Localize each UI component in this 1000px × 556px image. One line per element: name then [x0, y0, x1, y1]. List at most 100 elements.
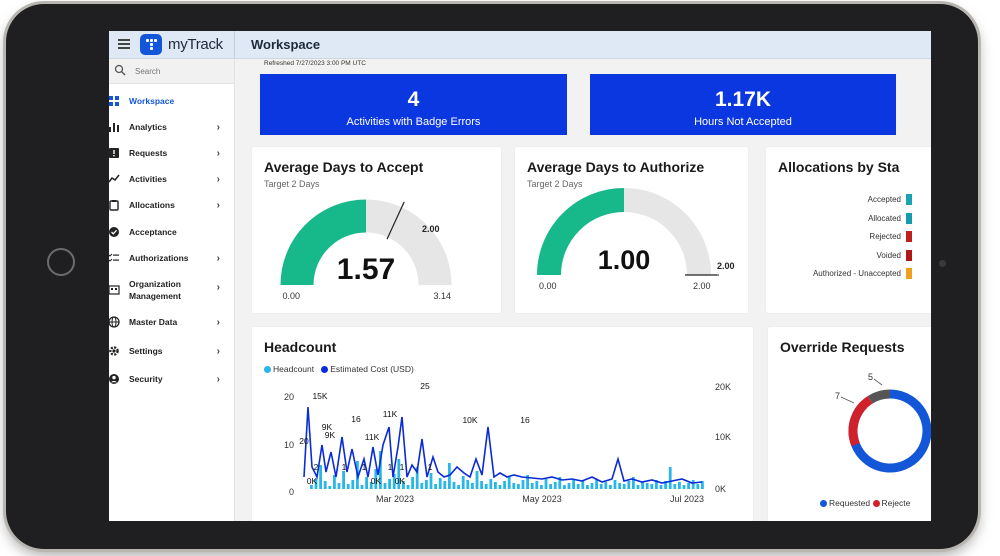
sidebar-item-activities[interactable]: Activities › — [109, 167, 234, 191]
headcount-bar — [489, 479, 493, 489]
headcount-bar — [310, 485, 313, 489]
sidebar-item-label: Master Data — [129, 317, 178, 327]
headcount-bar — [397, 459, 401, 489]
headcount-bar — [480, 481, 483, 489]
headcount-bar — [613, 480, 617, 489]
headcount-bar — [494, 482, 497, 489]
kpi-badge-errors[interactable]: 4 Activities with Badge Errors — [260, 74, 567, 135]
divider — [234, 31, 235, 58]
headcount-bar — [586, 485, 589, 489]
sidebar-item-settings[interactable]: Settings › — [109, 339, 234, 363]
data-label: 11K — [365, 432, 380, 442]
search-input[interactable] — [133, 62, 233, 80]
x-tick: Mar 2023 — [376, 494, 414, 504]
headcount-bar — [452, 482, 456, 489]
headcount-bar — [466, 480, 470, 489]
headcount-bar — [632, 477, 635, 489]
sidebar-item-label: Authorizations — [129, 253, 189, 263]
sidebar-item-workspace[interactable]: Workspace — [109, 89, 234, 113]
headcount-bar — [682, 485, 686, 489]
kpi-label: Hours Not Accepted — [694, 116, 792, 128]
sidebar-item-organization-management[interactable]: Organization Management › — [109, 277, 234, 301]
sidebar-item-authorizations[interactable]: Authorizations › — [109, 246, 234, 270]
allocation-bar[interactable] — [906, 194, 912, 205]
headcount-bar — [691, 480, 695, 489]
gauge-value: 1.00 — [598, 245, 651, 275]
headcount-bar — [388, 479, 391, 489]
gauge-target-label: 2.00 — [717, 261, 735, 271]
headcount-bar — [365, 477, 368, 489]
gauge-card-authorize[interactable]: Average Days to Authorize Target 2 Days … — [515, 147, 748, 313]
allocation-bar[interactable] — [906, 249, 912, 261]
data-label: 9K — [325, 430, 336, 440]
card-subtitle: Target 2 Days — [527, 179, 583, 189]
headcount-bar — [549, 484, 552, 489]
sidebar-item-master-data[interactable]: Master Data › — [109, 310, 234, 334]
hamburger-menu-icon[interactable] — [118, 39, 130, 49]
headcount-bar — [627, 481, 631, 489]
headcount-bar — [521, 480, 525, 489]
sidebar-item-analytics[interactable]: Analytics › — [109, 115, 234, 139]
gauge-card-accept[interactable]: Average Days to Accept Target 2 Days 2.0… — [252, 147, 501, 313]
headcount-card[interactable]: Headcount Headcount Estimated Cost (USD)… — [252, 327, 753, 521]
headcount-bar — [328, 486, 332, 489]
headcount-bar — [346, 484, 350, 489]
sidebar-item-label: Analytics — [129, 122, 167, 132]
cost-line — [303, 406, 703, 484]
search-box — [109, 59, 234, 84]
sidebar-item-security[interactable]: Security › — [109, 367, 234, 391]
donut-leader-line — [873, 378, 883, 386]
data-label: 1 — [362, 462, 367, 472]
legend-item-requested[interactable]: Requested — [820, 498, 870, 508]
kpi-value: 4 — [407, 88, 420, 111]
grid-icon — [109, 96, 119, 106]
data-label: 11K — [383, 409, 398, 419]
headcount-bar — [530, 483, 534, 489]
headcount-bar — [333, 475, 336, 489]
headcount-bar — [678, 482, 681, 489]
x-tick: May 2023 — [522, 494, 562, 504]
globe-icon — [109, 316, 120, 328]
headcount-bar — [475, 471, 479, 489]
headcount-bar — [687, 483, 690, 489]
legend-item-rejected[interactable]: Rejecte — [872, 498, 910, 508]
card-title: Override Requests — [780, 339, 905, 355]
sidebar-item-label: Organization Management — [129, 279, 181, 301]
allocation-label: Authorized - Unaccepted — [812, 269, 901, 278]
allocation-bar[interactable] — [906, 231, 912, 242]
headcount-bar — [540, 485, 543, 489]
check-circle-icon — [109, 227, 119, 237]
home-button[interactable] — [47, 248, 75, 276]
sidebar-item-acceptance[interactable]: Acceptance — [109, 220, 234, 244]
headcount-bar — [544, 479, 548, 489]
headcount-bar — [701, 481, 704, 489]
headcount-bar — [553, 482, 557, 489]
headcount-bar — [420, 483, 424, 489]
allocation-bar[interactable] — [906, 212, 912, 224]
sidebar-item-allocations[interactable]: Allocations › — [109, 193, 234, 217]
gauge-max-label: 2.00 — [693, 281, 711, 291]
allocations-card[interactable]: Allocations by Sta Accepted Allocated Reje… — [766, 147, 931, 313]
legend-item-cost[interactable]: Estimated Cost (USD) — [321, 364, 414, 374]
allocation-bar[interactable] — [906, 268, 912, 279]
donut-label: 7 — [835, 391, 840, 401]
headcount-bar — [443, 481, 447, 489]
gear-icon — [109, 346, 119, 356]
legend-item-headcount[interactable]: Headcount — [264, 364, 314, 374]
sidebar-item-requests[interactable]: Requests › — [109, 141, 234, 165]
y-tick-right: 20K — [715, 382, 731, 392]
headcount-bar — [636, 485, 640, 489]
gauge-min-label: 0.00 — [283, 291, 301, 301]
kpi-hours-not-accepted[interactable]: 1.17K Hours Not Accepted — [590, 74, 896, 135]
gauge-target-label: 2.00 — [422, 224, 440, 234]
headcount-bar — [337, 483, 341, 489]
headcount-bar — [567, 483, 571, 489]
headcount-bar — [434, 484, 437, 489]
data-label: 16 — [520, 415, 530, 425]
chevron-right-icon: › — [216, 317, 220, 328]
headcount-bar — [599, 484, 603, 489]
gauge-min-label: 0.00 — [539, 281, 557, 291]
data-label: 1 — [428, 462, 433, 472]
headcount-bar — [461, 476, 465, 489]
